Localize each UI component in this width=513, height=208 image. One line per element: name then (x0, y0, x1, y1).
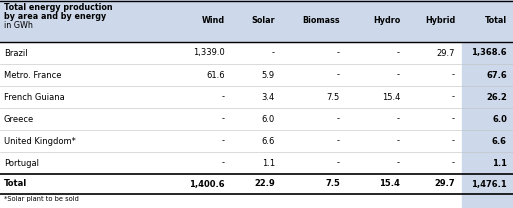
Text: 29.7: 29.7 (435, 180, 455, 188)
Text: French Guiana: French Guiana (4, 93, 65, 102)
Text: -: - (452, 114, 455, 124)
Text: in GWh: in GWh (4, 21, 33, 30)
Text: Brazil: Brazil (4, 48, 28, 57)
Text: 15.4: 15.4 (379, 180, 400, 188)
Text: Metro. France: Metro. France (4, 71, 62, 79)
Text: -: - (452, 158, 455, 167)
Text: -: - (222, 158, 225, 167)
Text: -: - (397, 48, 400, 57)
Text: Portugal: Portugal (4, 158, 39, 167)
Text: 1,400.6: 1,400.6 (189, 180, 225, 188)
Text: *Solar plant to be sold: *Solar plant to be sold (4, 196, 79, 202)
Text: 3.4: 3.4 (262, 93, 275, 102)
Text: 6.6: 6.6 (262, 136, 275, 146)
Text: Biomass: Biomass (302, 16, 340, 25)
Text: -: - (272, 48, 275, 57)
Text: -: - (222, 114, 225, 124)
Text: -: - (452, 136, 455, 146)
Text: 67.6: 67.6 (486, 71, 507, 79)
Text: -: - (337, 158, 340, 167)
Text: 29.7: 29.7 (437, 48, 455, 57)
Text: 61.6: 61.6 (206, 71, 225, 79)
Text: 1,368.6: 1,368.6 (471, 48, 507, 57)
Text: 6.0: 6.0 (262, 114, 275, 124)
Text: 7.5: 7.5 (327, 93, 340, 102)
Text: -: - (337, 114, 340, 124)
Text: Total: Total (4, 180, 27, 188)
Text: Hydro: Hydro (373, 16, 400, 25)
Text: by area and by energy: by area and by energy (4, 12, 106, 21)
Text: 1.1: 1.1 (492, 158, 507, 167)
Text: 6.6: 6.6 (492, 136, 507, 146)
Text: -: - (337, 48, 340, 57)
Text: Total energy production: Total energy production (4, 3, 113, 12)
Text: Solar: Solar (251, 16, 275, 25)
Text: -: - (222, 136, 225, 146)
Text: Greece: Greece (4, 114, 34, 124)
Text: -: - (222, 93, 225, 102)
Text: 7.5: 7.5 (325, 180, 340, 188)
Text: -: - (337, 136, 340, 146)
Text: -: - (397, 158, 400, 167)
Text: 1,476.1: 1,476.1 (471, 180, 507, 188)
Text: 22.9: 22.9 (254, 180, 275, 188)
Text: -: - (337, 71, 340, 79)
Text: 1,339.0: 1,339.0 (193, 48, 225, 57)
Text: 5.9: 5.9 (262, 71, 275, 79)
Text: 15.4: 15.4 (382, 93, 400, 102)
Text: Wind: Wind (202, 16, 225, 25)
Text: -: - (452, 93, 455, 102)
Text: Hybrid: Hybrid (425, 16, 455, 25)
Text: United Kingdom*: United Kingdom* (4, 136, 76, 146)
Bar (0, 0, 513, 42)
Text: Total: Total (485, 16, 507, 25)
Text: 6.0: 6.0 (492, 114, 507, 124)
Text: -: - (397, 71, 400, 79)
Text: -: - (397, 136, 400, 146)
Text: -: - (397, 114, 400, 124)
Text: 1.1: 1.1 (262, 158, 275, 167)
Bar (462, 0, 513, 208)
Text: -: - (452, 71, 455, 79)
Text: 26.2: 26.2 (486, 93, 507, 102)
